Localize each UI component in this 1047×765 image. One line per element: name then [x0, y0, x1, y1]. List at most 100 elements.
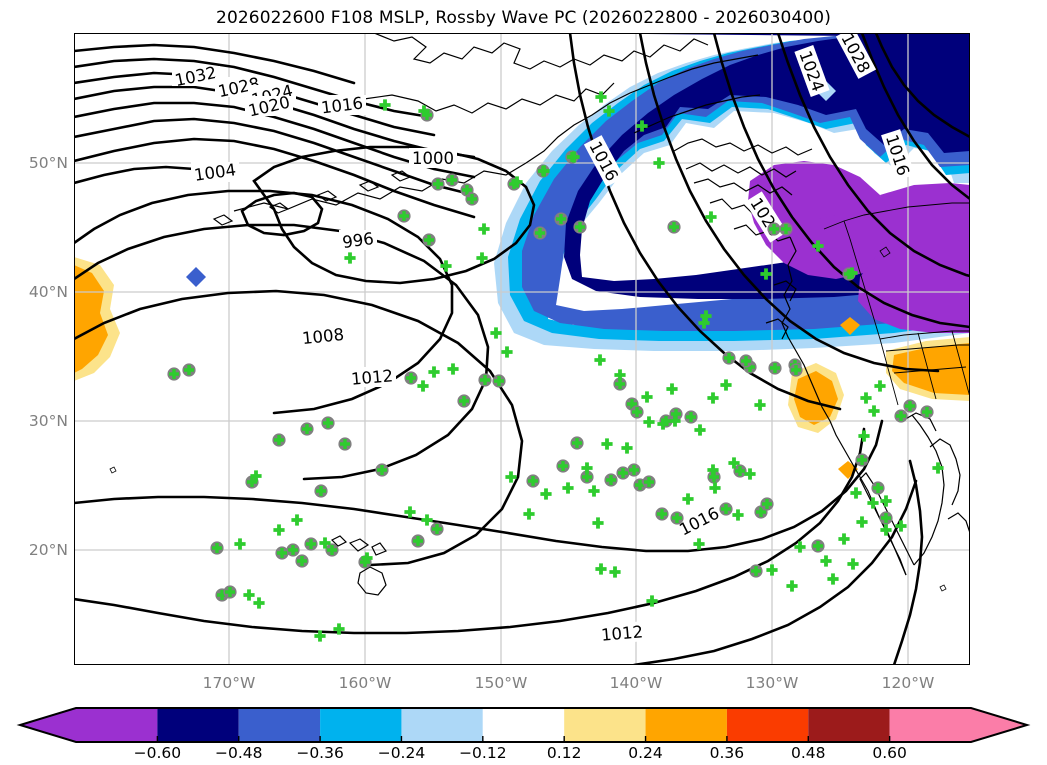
colorbar[interactable] — [0, 700, 1047, 765]
colorbar-tick-label: 0.60 — [872, 744, 907, 762]
marker-plus — [422, 110, 432, 120]
marker-plus — [417, 380, 429, 392]
marker-plus — [594, 354, 606, 366]
marker-plus — [707, 464, 719, 476]
marker-plus — [682, 493, 694, 505]
marker-plus — [880, 524, 892, 536]
colorbar-tick-label: −0.48 — [214, 744, 263, 762]
shade-orange-baja — [794, 371, 838, 425]
mslp-contours — [74, 33, 970, 665]
marker-plus — [672, 513, 682, 523]
colorbar-tick-label: 0.12 — [546, 744, 582, 762]
colorbar-segment[interactable] — [157, 708, 239, 742]
marker-plus — [643, 416, 655, 428]
marker-plus — [932, 462, 944, 474]
marker-plus — [319, 537, 331, 549]
marker-plus — [323, 418, 333, 428]
marker-plus — [820, 555, 832, 567]
marker-plus — [572, 438, 582, 448]
marker-plus — [614, 369, 626, 381]
marker-plus — [523, 508, 535, 520]
marker-plus — [288, 545, 298, 555]
marker-plus — [709, 482, 721, 494]
marker-plus — [447, 363, 459, 375]
marker-plus — [762, 499, 772, 509]
marker-plus — [595, 91, 607, 103]
colorbar-segment[interactable] — [238, 708, 321, 742]
colorbar-segment[interactable] — [889, 708, 1027, 742]
svg-text:996: 996 — [341, 229, 375, 252]
marker-plus — [669, 415, 681, 427]
marker-plus — [535, 228, 545, 238]
marker-plus — [786, 580, 798, 592]
marker-plus — [478, 223, 490, 235]
marker-plus — [661, 416, 671, 426]
marker-plus — [277, 548, 287, 558]
marker-plus — [595, 563, 607, 575]
marker-plus — [791, 365, 801, 375]
marker-plus — [273, 524, 285, 536]
marker-plus — [440, 260, 452, 272]
marker-plus — [868, 405, 880, 417]
marker-plus — [316, 486, 326, 496]
marker-plus — [629, 465, 639, 475]
marker-plus — [657, 509, 667, 519]
svg-text:1012: 1012 — [600, 622, 643, 645]
marker-plus — [406, 373, 416, 383]
marker-plus — [728, 457, 740, 469]
marker-plus — [528, 476, 538, 486]
marker-plus — [297, 556, 307, 566]
marker-plus — [857, 455, 867, 465]
colorbar-segment[interactable] — [726, 708, 809, 742]
xtick-140w: 140°W — [609, 674, 663, 692]
marker-plus — [291, 514, 303, 526]
marker-plus — [494, 376, 504, 386]
marker-plus — [847, 558, 859, 570]
marker-plus — [896, 411, 906, 421]
colorbar-tick-label: −0.12 — [459, 744, 507, 762]
colorbar-svg — [16, 707, 1031, 743]
marker-plus — [636, 120, 648, 132]
marker-plus — [635, 480, 645, 490]
colorbar-tick-label: 0.48 — [791, 744, 826, 762]
marker-plus — [693, 538, 705, 550]
marker-plus — [212, 543, 222, 553]
marker-plus — [340, 439, 350, 449]
colorbar-segment[interactable] — [482, 708, 565, 742]
marker-plus — [501, 346, 513, 358]
shade-purple-bc2 — [858, 183, 970, 333]
colorbar-segment[interactable] — [564, 708, 646, 742]
svg-text:1012: 1012 — [350, 366, 393, 389]
marker-plus — [169, 369, 179, 379]
marker-plus — [744, 468, 756, 480]
marker-plus — [459, 396, 469, 406]
marker-plus — [666, 383, 678, 395]
colorbar-segment[interactable] — [808, 708, 890, 742]
marker-plus — [812, 240, 824, 252]
marker-plus — [794, 541, 806, 553]
map-svg: 1032 1028 1024 1020 1016 1004 1000 996 1… — [74, 33, 970, 665]
marker-plus — [360, 557, 370, 567]
marker-plus — [922, 407, 932, 417]
shade-cell-c — [186, 267, 206, 287]
marker-plus — [720, 379, 732, 391]
marker-plus — [880, 495, 892, 507]
marker-plus — [421, 514, 433, 526]
marker-plus — [592, 517, 604, 529]
colorbar-segment[interactable] — [645, 708, 727, 742]
marker-plus — [760, 268, 772, 280]
svg-text:1000: 1000 — [412, 149, 454, 168]
colorbar-segment[interactable] — [20, 708, 158, 742]
marker-plus — [770, 363, 780, 373]
marker-plus — [838, 533, 850, 545]
marker-plus — [671, 409, 681, 419]
marker-plus — [361, 552, 373, 564]
xtick-170w: 170°W — [202, 674, 256, 692]
marker-plus — [850, 487, 862, 499]
marker-plus — [247, 477, 257, 487]
map-plot-area[interactable]: 1032 1028 1024 1020 1016 1004 1000 996 1… — [74, 33, 970, 665]
colorbar-segment[interactable] — [401, 708, 483, 742]
marker-plus — [856, 516, 868, 528]
marker-plus — [873, 483, 883, 493]
colorbar-segment[interactable] — [320, 708, 402, 742]
